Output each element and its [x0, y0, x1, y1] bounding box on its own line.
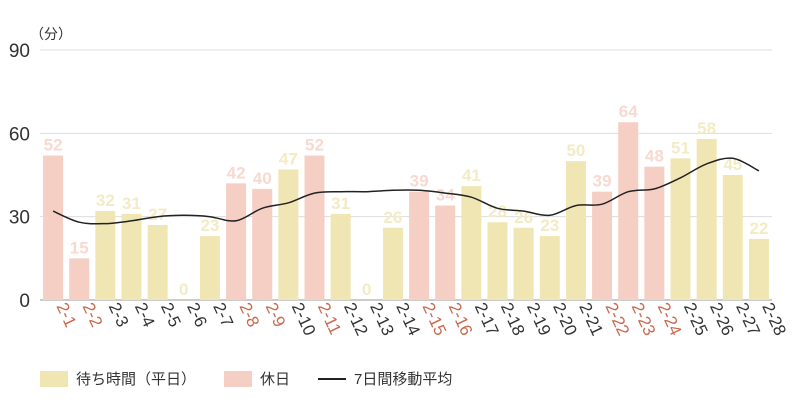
x-tick-label: 2-27 [732, 300, 764, 339]
x-tick-label: 2-2 [79, 300, 107, 330]
x-tick-label: 2-20 [549, 300, 581, 339]
legend-swatch-moving-average [318, 377, 347, 380]
legend: 待ち時間（平日） 休日 7日間移動平均 [40, 368, 480, 389]
x-tick-label: 2-9 [262, 300, 290, 330]
bar [43, 155, 64, 300]
legend-swatch-weekday [40, 370, 68, 387]
bar-value-label: 23 [540, 216, 559, 235]
bar [565, 161, 586, 300]
x-tick-label: 2-16 [445, 300, 477, 339]
bar-value-label: 15 [70, 238, 89, 257]
bar [435, 205, 456, 300]
bar [199, 236, 220, 300]
bar [592, 191, 613, 300]
x-tick-label: 2-19 [523, 300, 555, 339]
x-tick-label: 2-5 [157, 300, 185, 330]
x-tick-label: 2-18 [497, 300, 529, 339]
x-tick-label: 2-15 [418, 300, 450, 339]
bar [95, 211, 116, 300]
x-tick-label: 2-26 [706, 300, 738, 339]
bar-value-label: 52 [305, 136, 324, 155]
y-tick-label: 90 [9, 41, 30, 62]
bar-value-label: 40 [253, 169, 272, 188]
bar-value-label: 32 [96, 191, 115, 210]
x-tick-label: 2-23 [628, 300, 660, 339]
bar [330, 213, 351, 300]
legend-item-weekday: 待ち時間（平日） [40, 368, 196, 389]
legend-label-weekday: 待ち時間（平日） [76, 371, 197, 388]
y-tick-label: 30 [9, 208, 30, 229]
bar-value-label: 0 [362, 280, 371, 299]
x-tick-label: 2-10 [288, 300, 320, 339]
bar [252, 188, 273, 300]
bar-value-label: 47 [279, 149, 298, 168]
bar [409, 191, 430, 300]
legend-label-moving-average: 7日間移動平均 [354, 371, 453, 388]
bar [539, 236, 560, 300]
bar [670, 158, 691, 300]
bar-value-label: 41 [462, 166, 481, 185]
moving-average-line-group [52, 157, 760, 225]
bar-value-label: 31 [331, 194, 350, 213]
bar-value-label: 34 [436, 186, 455, 205]
bar [121, 213, 142, 300]
x-tick-label: 2-22 [601, 300, 633, 339]
bar [644, 166, 665, 300]
bar [461, 186, 482, 300]
x-tick-label: 2-21 [575, 300, 607, 339]
x-tick-label: 2-17 [471, 300, 503, 339]
bar [147, 225, 168, 300]
x-tick-label: 2-25 [680, 300, 712, 339]
bar [696, 138, 717, 300]
bar-value-label: 51 [671, 138, 690, 157]
x-tick-label: 2-14 [392, 300, 424, 339]
legend-item-moving-average: 7日間移動平均 [318, 368, 452, 389]
bar [69, 258, 90, 300]
bar [513, 227, 534, 300]
y-tick-label: 0 [19, 291, 30, 312]
bar [748, 238, 769, 300]
y-tick-label: 60 [9, 124, 30, 145]
x-tick-label: 2-1 [52, 300, 80, 330]
x-tick-label: 2-8 [235, 300, 263, 330]
bar-value-label: 0 [179, 280, 188, 299]
bar [278, 169, 299, 300]
bar [722, 175, 743, 300]
bar-value-label: 58 [697, 119, 716, 138]
bar [226, 183, 247, 300]
x-tick-label: 2-3 [105, 300, 133, 330]
legend-item-holiday: 休日 [224, 368, 290, 389]
x-tick-label: 2-4 [131, 300, 159, 330]
bar [618, 122, 639, 300]
x-tick-label: 2-28 [758, 300, 790, 339]
bar [304, 155, 325, 300]
bar-value-label: 39 [593, 172, 612, 191]
moving-average-line [52, 157, 760, 225]
bar-value-label: 27 [148, 205, 167, 224]
bar-value-label: 64 [619, 102, 638, 121]
x-tick-label: 2-13 [366, 300, 398, 339]
legend-label-holiday: 休日 [260, 371, 291, 388]
bar [382, 227, 403, 300]
bars [43, 122, 769, 300]
x-tick-label: 2-11 [314, 300, 345, 338]
bar-value-label: 50 [566, 141, 585, 160]
bar-value-label: 52 [44, 136, 63, 155]
bar-value-label: 31 [122, 194, 141, 213]
bar-value-label: 48 [645, 147, 664, 166]
bar-value-label: 22 [749, 219, 768, 238]
bar [487, 222, 508, 300]
x-tick-label: 2-12 [340, 300, 372, 339]
y-axis-unit-label: （分） [30, 26, 72, 42]
legend-swatch-holiday [224, 370, 253, 387]
bar-value-label: 23 [200, 216, 219, 235]
bar-value-label: 26 [383, 208, 402, 227]
bar-value-label: 42 [227, 163, 246, 182]
x-tick-label: 2-7 [209, 300, 237, 330]
x-tick-label: 2-6 [183, 300, 211, 330]
bar-value-label: 39 [410, 172, 429, 191]
x-tick-label: 2-24 [654, 300, 686, 339]
